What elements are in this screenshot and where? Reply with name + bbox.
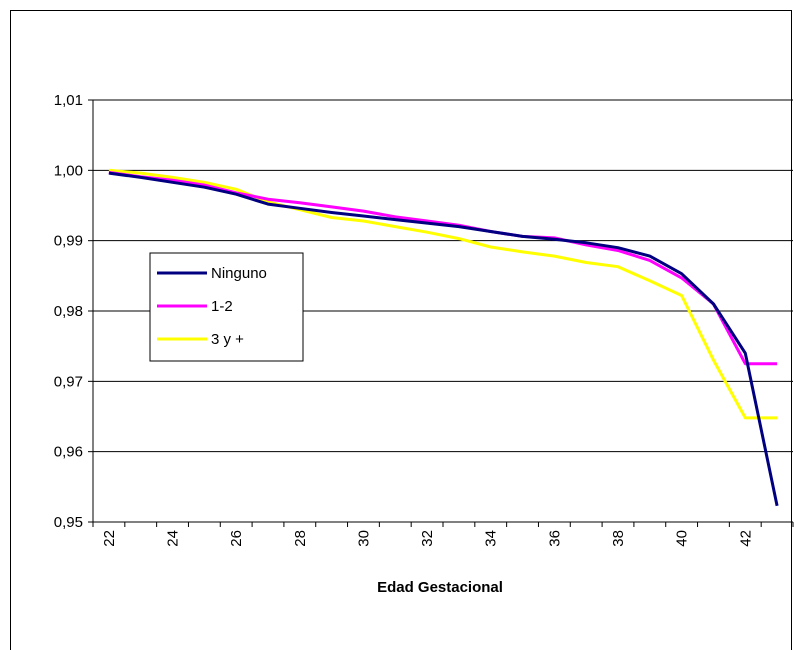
x-tick-label: 34 [483, 530, 500, 547]
x-axis-ticks: 22 24 26 28 30 32 34 36 38 40 42 [92, 522, 794, 547]
x-tick-label: 28 [292, 530, 309, 547]
x-axis-label: Edad Gestacional [377, 579, 503, 596]
series-line-1-2 [108, 170, 778, 366]
series-lines [108, 168, 779, 507]
y-tick-label: 0,98 [54, 303, 83, 320]
series-line-ninguno [108, 171, 779, 507]
series-line-3-y- [108, 168, 778, 420]
legend: Ninguno 1-2 3 y + [149, 252, 304, 362]
axes [92, 100, 793, 523]
y-tick-label: 0,97 [54, 373, 83, 390]
y-axis-ticks: 0,95 0,96 0,97 0,98 0,99 1,00 1,01 [54, 92, 93, 531]
y-tick-label: 1,01 [54, 92, 83, 109]
x-tick-label: 24 [165, 530, 182, 547]
x-tick-label: 22 [101, 530, 118, 547]
x-tick-label: 40 [674, 530, 691, 547]
x-tick-label: 26 [228, 530, 245, 547]
y-tick-label: 0,99 [54, 233, 83, 250]
y-tick-label: 0,95 [54, 514, 83, 531]
x-tick-label: 38 [610, 530, 627, 547]
y-tick-label: 1,00 [54, 162, 83, 179]
y-tick-label: 0,96 [54, 444, 83, 461]
chart-frame [10, 10, 792, 650]
legend-label: Ninguno [211, 265, 267, 282]
x-tick-label: 36 [546, 530, 563, 547]
x-tick-label: 32 [419, 530, 436, 547]
legend-label: 3 y + [211, 331, 244, 348]
x-tick-label: 30 [355, 530, 372, 547]
x-tick-label: 42 [737, 530, 754, 547]
legend-label: 1-2 [211, 298, 233, 315]
